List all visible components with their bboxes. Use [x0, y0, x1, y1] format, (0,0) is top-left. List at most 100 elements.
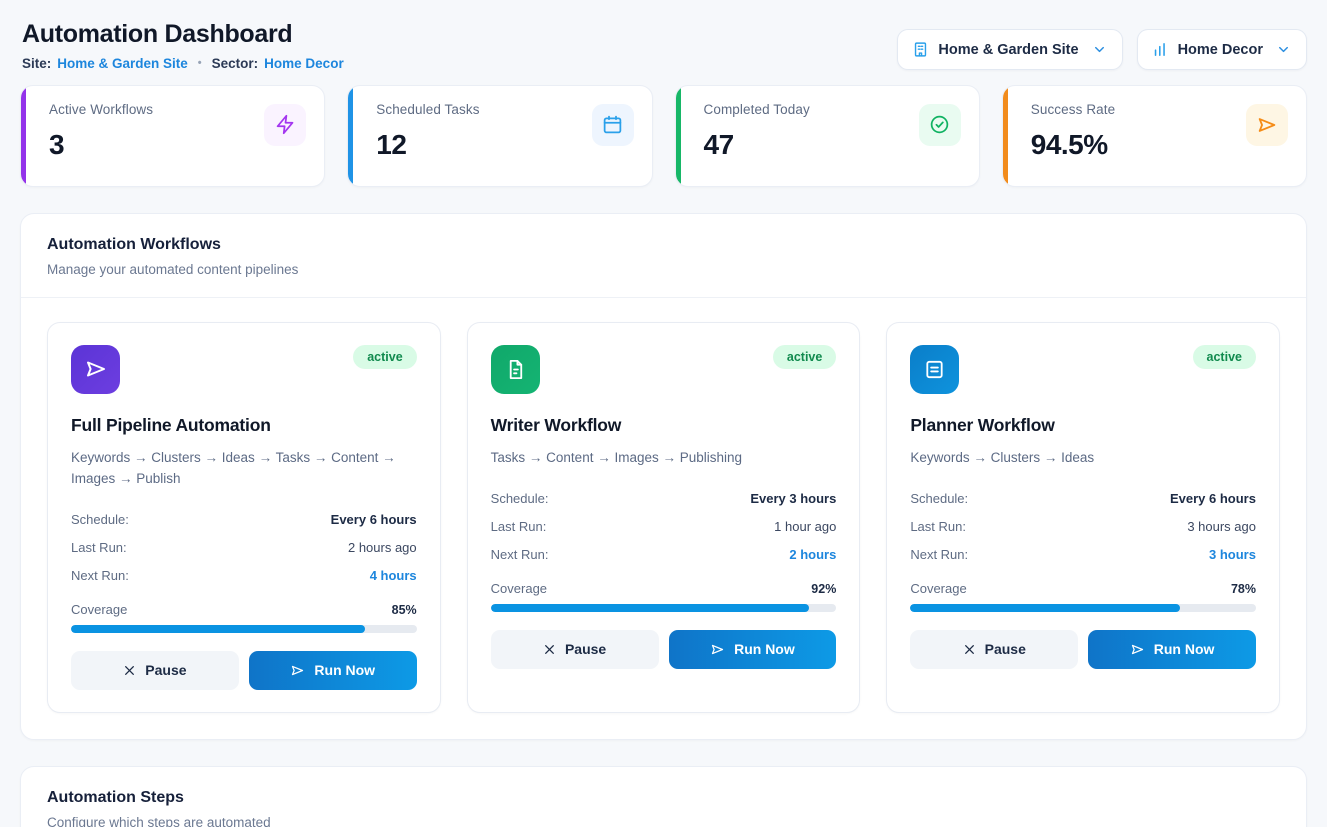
workflow-last-run-row: Last Run: 2 hours ago	[71, 534, 417, 562]
workflow-card[interactable]: active Planner Workflow Keywords → Clust…	[886, 321, 1280, 713]
site-link[interactable]: Home & Garden Site	[57, 55, 188, 71]
stat-value: 12	[376, 128, 407, 160]
schedule-value: Every 6 hours	[1169, 490, 1256, 506]
calendar-icon	[591, 103, 634, 146]
workflow-card-top: active	[490, 344, 837, 394]
workflows-panel-subtitle: Manage your automated content pipelines	[47, 261, 299, 277]
breadcrumb: Site: Home & Garden Site • Sector: Home …	[22, 56, 344, 71]
steps-panel-header: Automation Steps Configure which steps a…	[21, 767, 1306, 827]
site-selector[interactable]: Home & Garden Site	[897, 29, 1123, 70]
workflows-panel-body: active Full Pipeline Automation Keywords…	[21, 298, 1306, 739]
coverage-progress-track	[490, 603, 837, 612]
workflow-card[interactable]: active Writer Workflow Tasks → Content →…	[466, 321, 861, 713]
accent-bar	[675, 85, 681, 186]
status-badge: active	[1192, 344, 1256, 370]
stat-label: Active Workflows	[49, 101, 154, 117]
run-now-button[interactable]: Run Now	[1088, 629, 1256, 669]
stat-value: 94.5%	[1030, 128, 1108, 160]
send-icon	[71, 344, 120, 394]
workflow-flow: Keywords → Clusters → Ideas	[910, 449, 1095, 465]
coverage-header: Coverage 92%	[491, 581, 837, 596]
header-left: Automation Dashboard Site: Home & Garden…	[22, 18, 344, 71]
run-now-button-label: Run Now	[734, 641, 795, 658]
pause-button[interactable]: Pause	[71, 650, 239, 690]
last-run-value: 1 hour ago	[774, 518, 837, 534]
workflow-details: Schedule: Every 3 hours Last Run: 1 hour…	[491, 485, 837, 569]
status-badge: active	[353, 344, 417, 370]
coverage-progress-fill	[71, 624, 365, 633]
workflow-details: Schedule: Every 6 hours Last Run: 2 hour…	[71, 506, 417, 590]
document-lines-icon	[910, 344, 960, 394]
stat-cards: Active Workflows 3 Scheduled Tasks 12	[20, 84, 1307, 187]
workflow-flow: Tasks → Content → Images → Publishing	[490, 449, 743, 465]
stat-card-success-rate: Success Rate 94.5%	[1001, 84, 1307, 187]
breadcrumb-separator: •	[197, 57, 202, 70]
sector-link[interactable]: Home Decor	[264, 55, 344, 71]
next-run-value: 4 hours	[369, 567, 417, 583]
stat-text: Active Workflows 3	[49, 102, 153, 161]
last-run-label: Last Run:	[71, 539, 127, 555]
workflows-panel: Automation Workflows Manage your automat…	[20, 212, 1307, 740]
last-run-value: 2 hours ago	[347, 539, 417, 555]
coverage-value: 85%	[391, 602, 417, 617]
next-run-value: 3 hours	[1209, 546, 1256, 562]
last-run-label: Last Run:	[490, 518, 547, 534]
workflow-next-run-row: Next Run: 2 hours	[491, 541, 837, 569]
next-run-label: Next Run:	[490, 546, 549, 562]
steps-panel-title: Automation Steps	[47, 788, 184, 806]
run-now-button[interactable]: Run Now	[668, 629, 837, 669]
workflow-actions: Pause Run Now	[490, 629, 837, 669]
chevron-down-icon	[1092, 42, 1107, 57]
pause-button-label: Pause	[984, 641, 1026, 658]
next-run-label: Next Run:	[910, 546, 969, 562]
coverage-progress-track	[71, 624, 417, 633]
sector-selector[interactable]: Home Decor	[1136, 29, 1307, 70]
schedule-label: Schedule:	[71, 511, 129, 527]
workflow-name: Full Pipeline Automation	[71, 414, 271, 435]
stat-card-completed-today: Completed Today 47	[674, 84, 980, 187]
workflow-card-top: active	[71, 344, 417, 394]
coverage-label: Coverage	[910, 580, 967, 596]
workflow-next-run-row: Next Run: 3 hours	[910, 541, 1256, 569]
workflows-panel-header: Automation Workflows Manage your automat…	[21, 214, 1306, 298]
pause-button[interactable]: Pause	[490, 629, 659, 669]
workflow-name: Writer Workflow	[490, 414, 622, 435]
steps-panel-subtitle: Configure which steps are automated	[47, 814, 271, 827]
workflow-actions: Pause Run Now	[910, 629, 1256, 669]
building-icon	[912, 41, 929, 58]
workflow-actions: Pause Run Now	[71, 650, 417, 690]
schedule-label: Schedule:	[910, 490, 969, 506]
sector-label: Sector:	[211, 55, 259, 71]
workflow-schedule-row: Schedule: Every 3 hours	[491, 485, 837, 513]
stat-text: Scheduled Tasks 12	[376, 102, 479, 161]
stat-text: Success Rate 94.5%	[1031, 102, 1116, 161]
pause-button[interactable]: Pause	[910, 629, 1079, 669]
send-icon	[710, 642, 725, 657]
stat-label: Completed Today	[703, 101, 810, 117]
document-pen-icon	[490, 344, 540, 394]
next-run-value: 2 hours	[789, 546, 837, 562]
workflow-next-run-row: Next Run: 4 hours	[71, 562, 417, 590]
sector-selector-label: Home Decor	[1177, 41, 1263, 58]
coverage-header: Coverage 85%	[71, 602, 417, 617]
bar-chart-icon	[1152, 41, 1169, 58]
workflows-panel-title: Automation Workflows	[47, 235, 221, 253]
workflow-last-run-row: Last Run: 1 hour ago	[491, 513, 837, 541]
pause-button-label: Pause	[564, 641, 607, 658]
page-header: Automation Dashboard Site: Home & Garden…	[20, 18, 1307, 71]
coverage-progress-fill	[910, 603, 1180, 612]
stat-card-active-workflows: Active Workflows 3	[20, 84, 326, 187]
workflow-card-top: active	[910, 344, 1256, 394]
coverage-progress-fill	[490, 603, 809, 612]
schedule-value: Every 3 hours	[750, 490, 837, 506]
page-title: Automation Dashboard	[22, 20, 293, 48]
workflow-card[interactable]: active Full Pipeline Automation Keywords…	[47, 321, 441, 713]
workflow-name: Planner Workflow	[910, 414, 1055, 435]
workflow-schedule-row: Schedule: Every 6 hours	[71, 506, 417, 534]
run-now-button[interactable]: Run Now	[248, 650, 417, 690]
stat-value: 47	[703, 128, 735, 160]
send-icon	[1130, 642, 1145, 657]
site-label: Site:	[22, 55, 52, 71]
coverage-label: Coverage	[71, 601, 128, 617]
